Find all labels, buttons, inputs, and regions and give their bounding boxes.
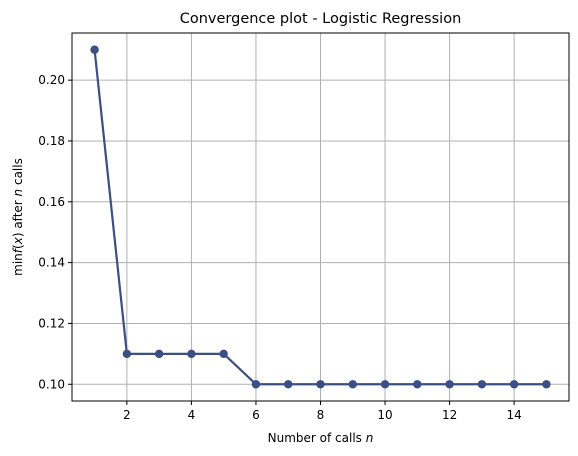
- x-tick-label: 4: [188, 408, 196, 422]
- grid: [72, 33, 569, 401]
- x-tick-label: 10: [377, 408, 392, 422]
- plot-frame: [71, 32, 570, 402]
- x-tick-label: 2: [123, 408, 131, 422]
- y-axis-label-calls: calls: [11, 158, 25, 189]
- y-tick-label: 0.12: [38, 316, 65, 330]
- y-axis-label-f: f: [11, 247, 25, 253]
- data-point: [509, 380, 519, 389]
- y-axis-label-n: n: [11, 189, 25, 197]
- y-axis-label-after: after: [11, 196, 25, 232]
- x-tick-label: 6: [252, 408, 260, 422]
- y-axis-label-x: x: [11, 236, 25, 245]
- y-axis-label-min: min: [11, 253, 25, 276]
- data-point: [316, 380, 325, 389]
- data-point: [284, 380, 293, 389]
- data-point: [187, 349, 196, 359]
- y-tick-label: 0.20: [38, 73, 65, 87]
- data-point: [90, 45, 99, 54]
- y-tick-label: 0.18: [38, 134, 65, 148]
- data-point: [122, 349, 132, 359]
- x-tick-label: 12: [442, 408, 457, 422]
- y-axis-label: minf(x) after n calls: [11, 158, 25, 276]
- ticks: 2 4 6 8 10 12 14 0.10 0.12 0.14 0.16 0.18 0.20: [38, 73, 521, 422]
- data-point: [154, 349, 164, 359]
- x-axis-label-text: Number of calls: [268, 431, 366, 445]
- series: [90, 45, 551, 389]
- x-tick-label: 8: [317, 408, 325, 422]
- data-point: [445, 380, 454, 389]
- y-axis-label-close: ): [11, 232, 25, 237]
- data-point: [219, 349, 228, 359]
- data-point: [477, 380, 487, 389]
- data-point: [413, 380, 422, 389]
- y-tick-label: 0.10: [38, 377, 65, 391]
- y-tick-label: 0.14: [38, 256, 65, 270]
- data-point: [380, 380, 390, 389]
- x-axis-label: Number of calls n: [268, 431, 374, 445]
- data-point: [348, 380, 357, 389]
- chart-title: Convergence plot - Logistic Regression: [180, 11, 462, 27]
- x-axis-label-variable: n: [366, 431, 374, 445]
- x-tick-label: 14: [506, 408, 521, 422]
- y-tick-label: 0.16: [38, 195, 65, 209]
- data-point: [542, 380, 551, 389]
- y-axis-label-open: (: [11, 244, 25, 249]
- data-point: [251, 380, 261, 389]
